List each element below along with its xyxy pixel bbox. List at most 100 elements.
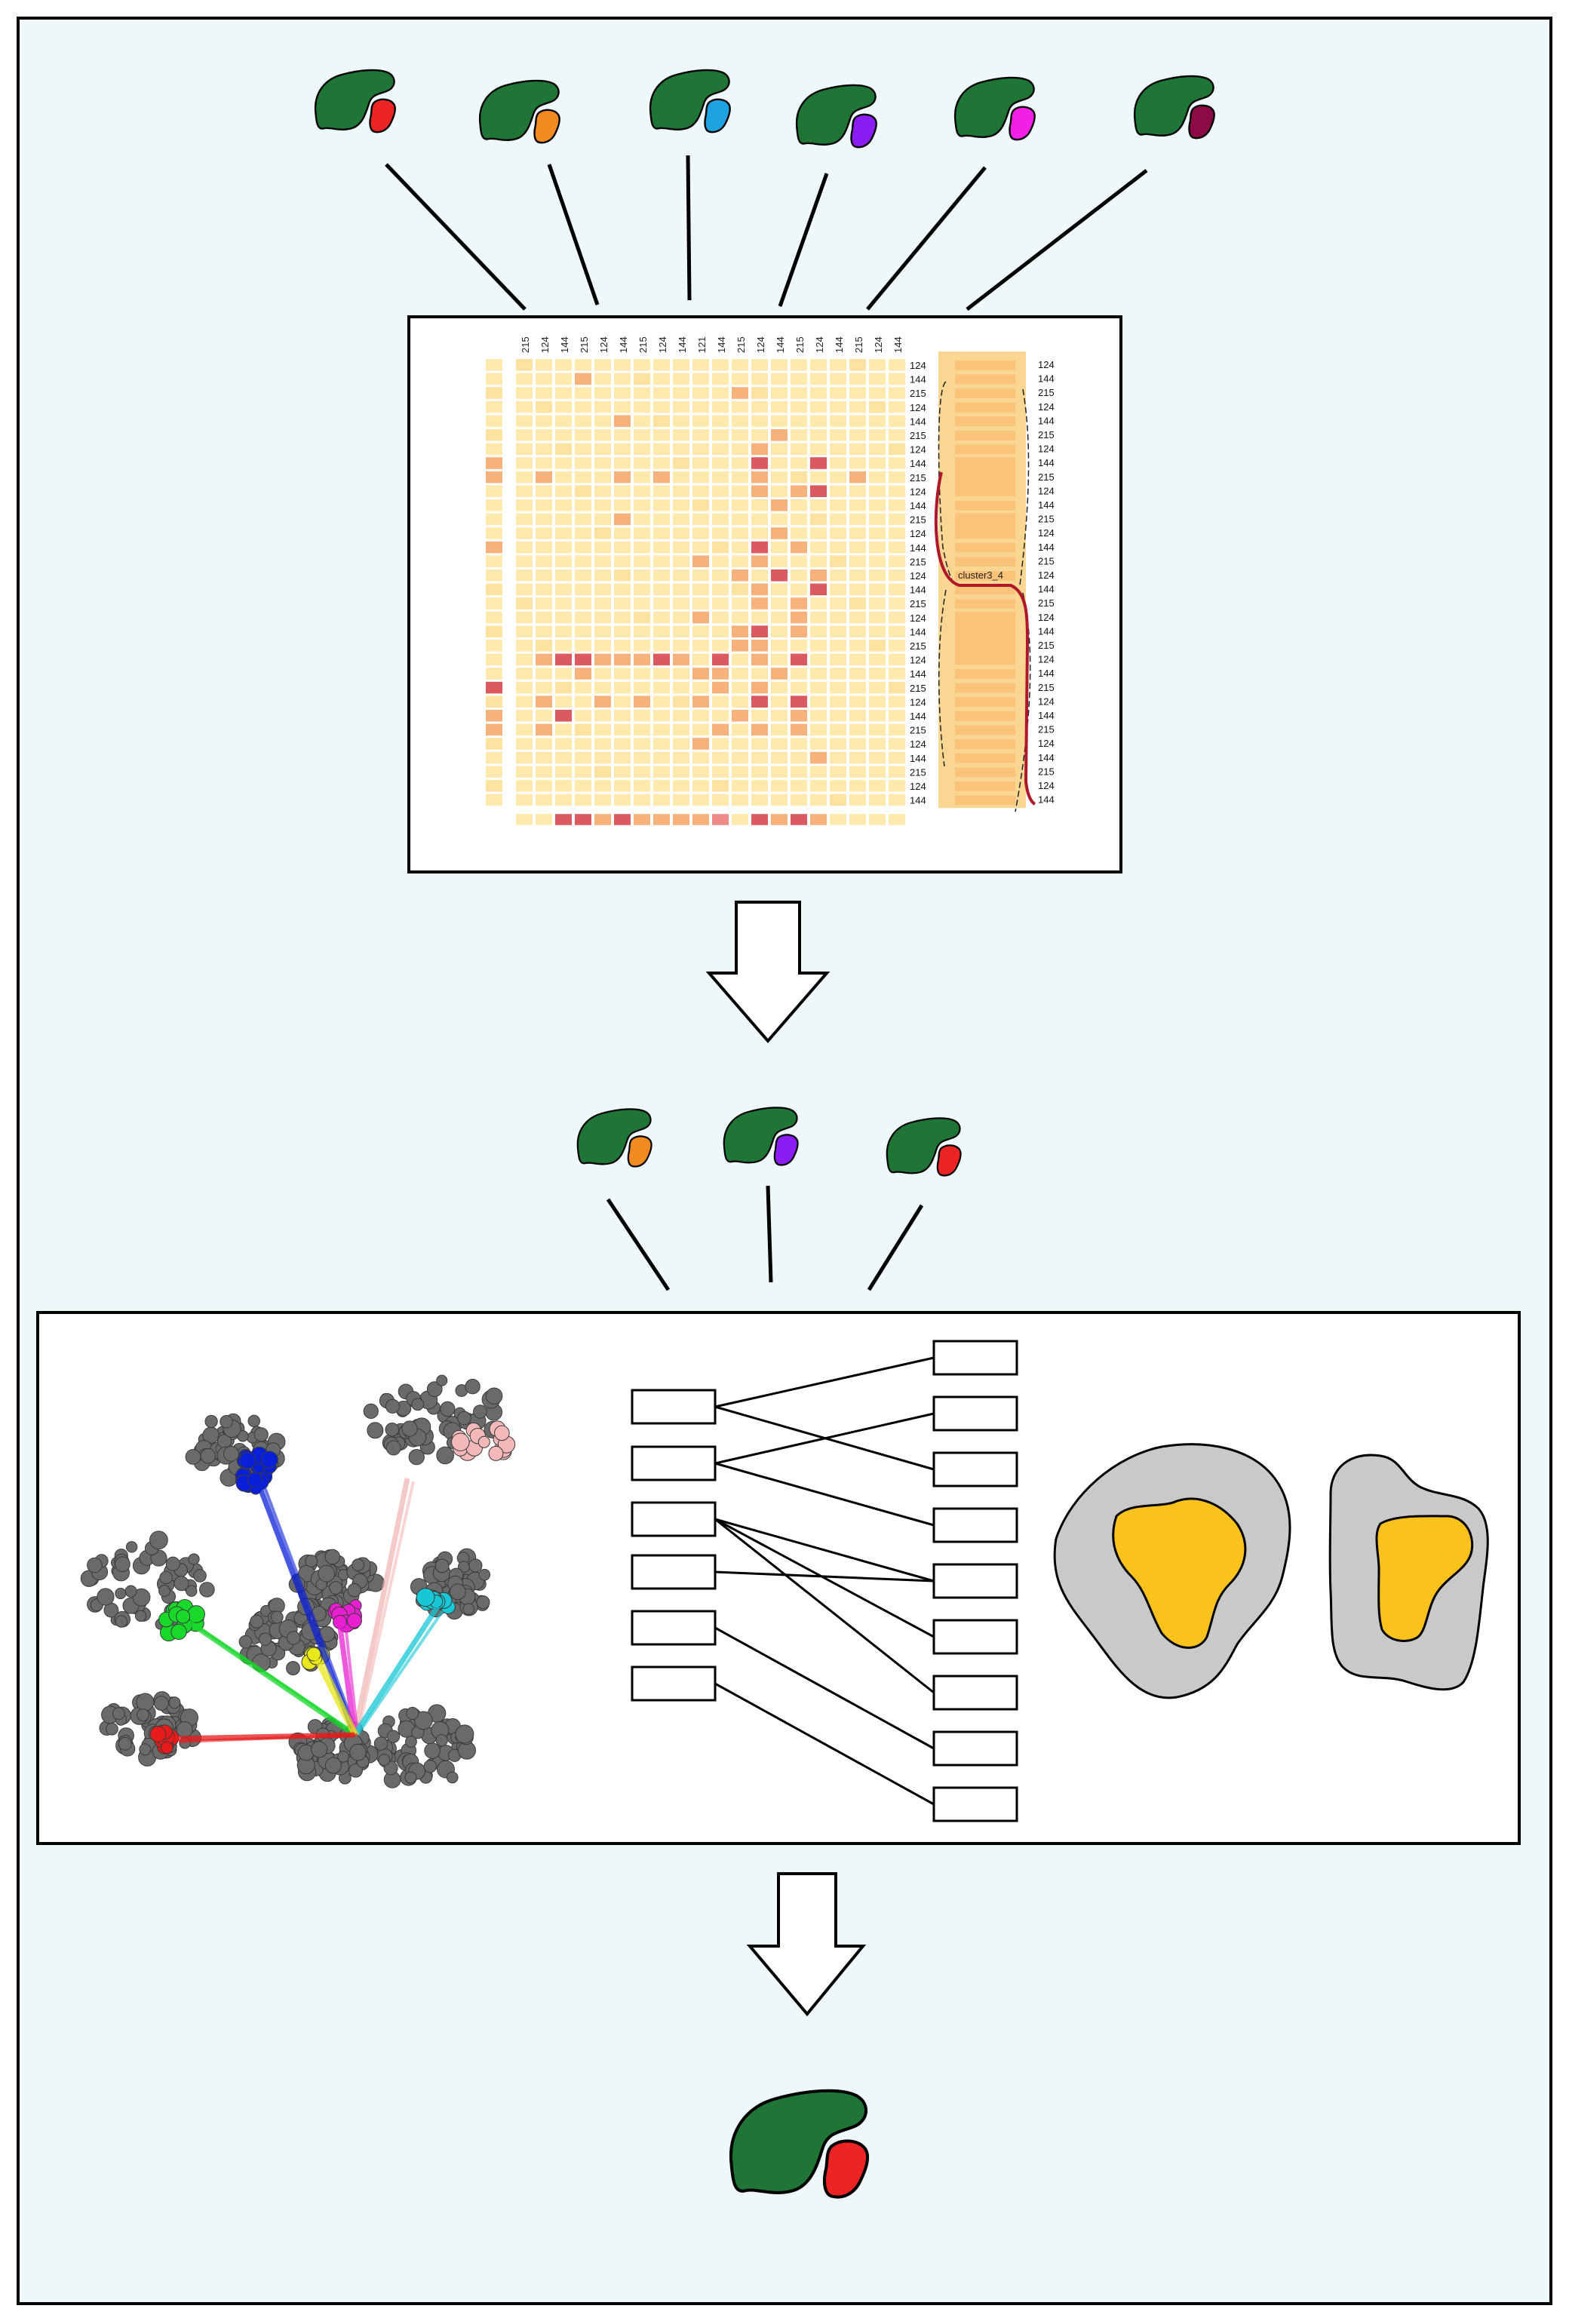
heatmap-cell — [673, 780, 689, 792]
heatmap-cell — [673, 751, 689, 764]
heatmap-cell — [516, 681, 533, 694]
heatmap-side-cell — [486, 751, 502, 764]
heatmap-cell — [889, 597, 905, 609]
heatmap-cell — [555, 794, 572, 806]
heatmap-cell — [810, 485, 827, 497]
organ-body — [723, 1107, 798, 1164]
atom-sphere — [311, 1741, 328, 1758]
heatmap-cell — [830, 583, 846, 596]
heatmap-cell — [849, 443, 866, 456]
cluster-row-label: 124 — [1038, 444, 1055, 455]
heatmap-cell — [594, 653, 611, 666]
heatmap-cell — [516, 359, 533, 371]
heatmap-cell — [771, 681, 788, 694]
heatmap-col-label: 144 — [775, 336, 786, 353]
heatmap-col-label: 124 — [539, 336, 551, 353]
heatmap-cell — [516, 415, 533, 427]
heatmap-row-label: 124 — [910, 655, 926, 666]
atom-sphere — [423, 1759, 438, 1773]
heatmap-cell — [673, 359, 689, 371]
atom-sphere — [457, 1561, 470, 1573]
heatmap-cell — [673, 611, 689, 624]
atom-sphere — [406, 1706, 419, 1720]
heatmap-cell — [555, 401, 572, 413]
heatmap-side-cell — [486, 766, 502, 778]
heatmap-cell — [634, 415, 650, 427]
heatmap-cell — [889, 443, 905, 456]
heatmap-cell — [869, 457, 886, 469]
cluster-band — [955, 725, 1015, 735]
organ-accent — [850, 113, 877, 149]
heatmap-cell — [594, 766, 611, 778]
atom-sphere — [436, 1446, 454, 1465]
heatmap-cell — [810, 723, 827, 736]
heatmap-cell — [791, 597, 807, 609]
heatmap-cell — [869, 780, 886, 792]
cluster-row-label: 144 — [1038, 373, 1055, 385]
heatmap-cell — [653, 710, 670, 722]
heatmap-cell — [849, 653, 866, 666]
heatmap-cell — [849, 387, 866, 399]
heatmap-cell — [634, 695, 650, 708]
heatmap-cell — [634, 499, 650, 511]
organ-shape-maroon — [1133, 75, 1215, 140]
heatmap-cell — [830, 471, 846, 484]
heatmap-cell — [555, 471, 572, 484]
heatmap-cell — [810, 794, 827, 806]
heatmap-cell — [889, 751, 905, 764]
heatmap-cell — [516, 513, 533, 526]
heatmap-cell — [634, 485, 650, 497]
heatmap-cell — [889, 415, 905, 427]
heatmap-cell — [889, 723, 905, 736]
atom-sphere — [465, 1379, 481, 1395]
heatmap-cell — [594, 625, 611, 637]
heatmap-row-label: 144 — [910, 374, 926, 385]
heatmap-cell — [594, 359, 611, 371]
heatmap-cell — [575, 373, 591, 385]
heatmap-cell — [771, 695, 788, 708]
organ-shape-red — [729, 2089, 870, 2199]
heatmap-cell — [594, 681, 611, 694]
heatmap-cell — [869, 681, 886, 694]
heatmap-cell — [653, 766, 670, 778]
heatmap-cell — [810, 738, 827, 750]
heatmap-cell — [536, 668, 552, 680]
heatmap-cell — [732, 541, 748, 554]
heatmap-cell — [555, 513, 572, 526]
heatmap-cell — [751, 457, 768, 469]
heatmap-cell — [634, 555, 650, 567]
cluster-row-label: 124 — [1038, 738, 1055, 749]
cluster-band — [955, 795, 1015, 806]
atom-sphere — [239, 1452, 256, 1469]
cluster-row-label: 124 — [1038, 780, 1055, 791]
heatmap-cell — [849, 485, 866, 497]
heatmap-cell — [614, 429, 631, 441]
heatmap-cell — [751, 723, 768, 736]
heatmap-cell — [810, 611, 827, 624]
heatmap-cell — [791, 401, 807, 413]
heatmap-cell — [673, 640, 689, 652]
heatmap-cell — [889, 401, 905, 413]
heatmap-cell — [516, 401, 533, 413]
cluster-band — [955, 388, 1015, 398]
heatmap-cell — [791, 738, 807, 750]
heatmap-cell — [771, 485, 788, 497]
heatmap-cell — [889, 569, 905, 582]
heatmap-cell — [849, 751, 866, 764]
atom-sphere — [404, 1771, 417, 1784]
heatmap-cell — [516, 751, 533, 764]
heatmap-row-label: 144 — [910, 711, 926, 722]
heatmap-cell — [771, 583, 788, 596]
heatmap-cell — [555, 640, 572, 652]
heatmap-cell — [810, 555, 827, 567]
heatmap-cell — [751, 583, 768, 596]
heatmap-cell — [594, 751, 611, 764]
connector-line — [686, 155, 692, 301]
heatmap-cell — [810, 766, 827, 778]
heatmap-cell — [594, 443, 611, 456]
heatmap-col-label: 215 — [579, 336, 590, 353]
heatmap-cell — [889, 359, 905, 371]
connector-line — [766, 1185, 773, 1283]
heatmap-cell — [869, 429, 886, 441]
heatmap-cell — [771, 513, 788, 526]
